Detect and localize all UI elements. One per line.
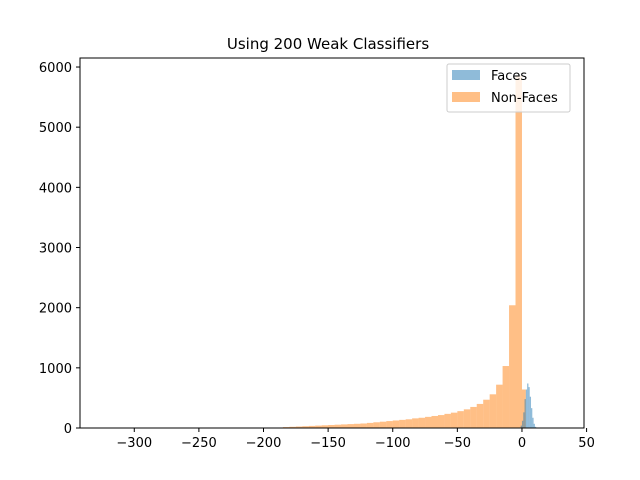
histogram-bar [399,419,406,428]
series-non-faces [282,76,526,429]
series-faces [520,383,537,428]
x-tick-label: −150 [310,436,346,451]
chart-title: Using 200 Weak Classifiers [227,35,429,53]
x-tick-label: −250 [181,436,217,451]
histogram-bar [524,399,526,428]
histogram-bar [496,384,503,428]
histogram-bar [528,387,530,428]
x-tick-label: 50 [578,436,595,451]
histogram-bar [523,412,525,428]
histogram-bar [341,424,348,428]
histogram-bar [532,417,534,428]
histogram-bar [502,366,510,428]
histogram-bar [386,421,393,428]
histogram-bar [521,389,526,428]
legend-label-non-faces: Non-Faces [491,91,558,106]
y-tick-label: 5000 [39,121,72,136]
histogram-bar [531,408,533,428]
histogram-bar [392,420,400,428]
y-tick-label: 0 [64,422,72,437]
histogram-bar [527,383,529,428]
histogram-bar [321,425,329,428]
histogram-bar [418,417,426,428]
plot-area [80,58,584,428]
histogram-bar [295,426,303,428]
histogram-bar [431,415,438,428]
x-tick-label: −100 [375,436,411,451]
histogram-bar [425,416,432,428]
histogram-bar [529,396,532,428]
histogram-bar [525,389,528,428]
legend-swatch-faces [452,70,480,80]
histogram-bar [315,425,322,428]
axes-layer: −300 −250 −200 −150 −100 −50 0 5001000200030004… [39,57,595,451]
histogram-bar [437,415,445,428]
y-tick-label: 2000 [39,302,72,317]
x-tick-label: −200 [246,436,282,451]
histogram-bar [366,422,374,428]
histogram-bar [509,305,516,428]
histogram-bar [347,424,354,428]
x-tick-label: 0 [518,436,526,451]
y-tick-label: 4000 [39,181,72,196]
bars-layer [282,76,537,429]
histogram-bar [533,423,535,428]
y-tick-label: 6000 [39,61,72,76]
histogram-bar [379,421,387,428]
histogram-bar [489,394,497,428]
legend-label-faces: Faces [491,69,527,84]
histogram-bar [444,413,451,428]
histogram-bar [483,399,490,428]
histogram-bar [405,419,413,428]
histogram-bar [450,412,458,428]
histogram-bar [353,423,361,428]
histogram-bar [463,409,471,428]
histogram-bar [457,411,464,428]
histogram-bar [515,76,522,429]
histogram-bar [328,424,335,428]
x-tick-label: −300 [116,436,152,451]
legend: Faces Non-Faces [446,63,571,113]
y-tick-label: 3000 [39,242,72,257]
x-tick-label: −50 [444,436,471,451]
histogram-bar [302,426,309,428]
histogram-bar [289,426,296,428]
histogram-bar [373,422,380,428]
legend-swatch-non-faces [452,92,480,102]
histogram-bar [360,423,367,428]
histogram-bar [534,426,537,428]
histogram-bar [476,403,484,428]
y-tick-label: 1000 [39,362,72,377]
histogram-bar [334,424,342,428]
histogram-bar [412,418,419,428]
histogram-bar [308,425,316,428]
axes-frame [79,57,585,429]
histogram-bar [520,425,522,428]
histogram-bar [470,406,477,428]
histogram-bar [521,420,524,428]
